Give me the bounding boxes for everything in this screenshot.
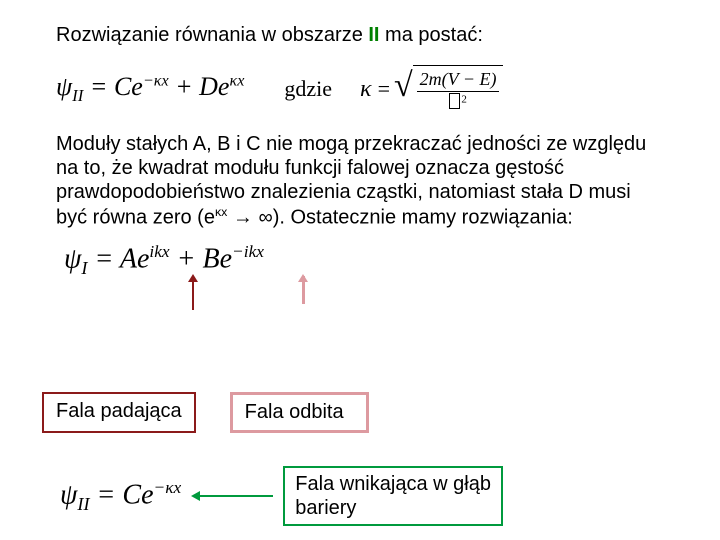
fraction-denominator: 2 [449,92,467,114]
equation-row-1: ψII = Ce−κx + Deκx gdzie κ = √ 2m(V − E)… [56,65,664,114]
fraction: 2m(V − E) 2 [417,70,500,114]
intro-post: ma postać: [380,24,483,46]
bottom-row: ψII = Ce−κx Fala wnikająca w głąb barier… [60,466,503,526]
equation-psi-II-bottom: ψII = Ce−κx [60,478,181,515]
arrow-reflected-icon [302,276,305,304]
equation-psi-I: ψI = Aeikx + Be−ikx [64,242,264,279]
main-paragraph: Moduły stałych A, B i C nie mogą przekra… [56,132,664,230]
hbar-placeholder-icon [449,93,460,109]
equals-sign: = [378,76,390,102]
where-label: gdzie [284,76,332,102]
penetrating-line1: Fala wnikająca w głąb [295,473,491,495]
sqrt-expression: √ 2m(V − E) 2 [394,65,503,114]
arrow-penetrating-icon [193,495,273,497]
arrow-incident-icon [192,276,194,310]
label-penetrating-wave: Fala wnikająca w głąb bariery [283,466,503,526]
label-reflected-wave: Fala odbita [230,392,369,433]
label-row: Fala padająca Fala odbita [42,392,369,433]
fraction-numerator: 2m(V − E) [417,70,500,92]
equation-psi-II-top: ψII = Ce−κx + Deκx [56,72,244,106]
kappa-equation: κ = √ 2m(V − E) 2 [360,65,503,114]
kappa-symbol: κ [360,76,372,103]
label-incident-wave: Fala padająca [42,392,196,433]
roman-numeral: II [368,24,379,46]
penetrating-line2: bariery [295,497,356,519]
radical-icon: √ [394,69,413,103]
intro-line: Rozwiązanie równania w obszarze II ma po… [56,24,664,47]
equation-psi-I-wrap: ψI = Aeikx + Be−ikx [56,242,664,290]
intro-pre: Rozwiązanie równania w obszarze [56,24,368,46]
